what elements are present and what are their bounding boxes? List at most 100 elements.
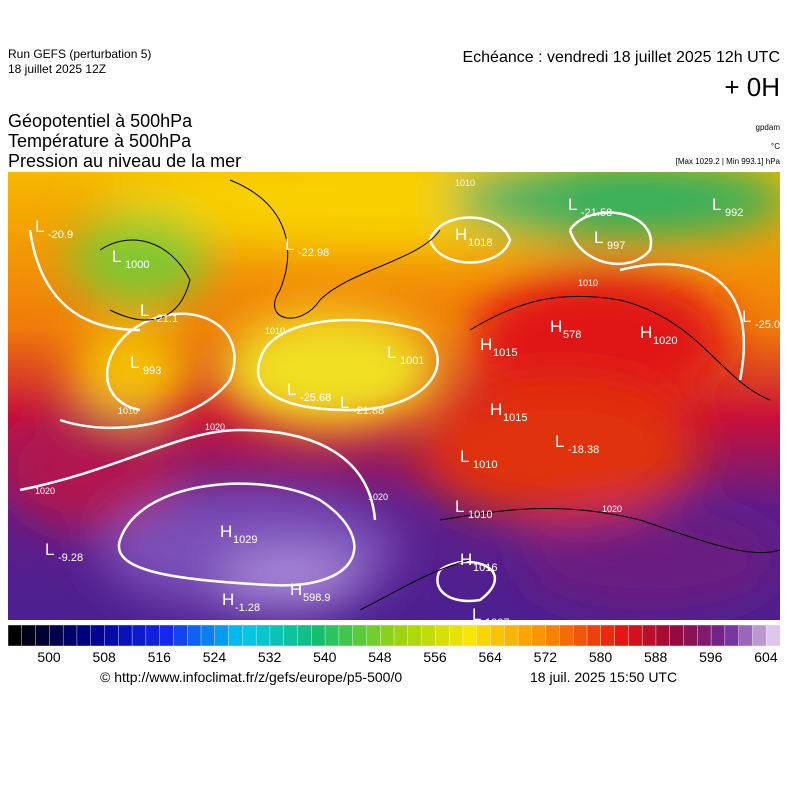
swatch: [7, 624, 23, 647]
swatch: [297, 624, 312, 647]
colorbar-label: 596: [699, 649, 723, 665]
center-value: 1015: [503, 412, 527, 424]
center-marker: L: [287, 380, 296, 399]
swatch: [752, 624, 767, 647]
center-value: 578: [563, 329, 581, 341]
center-marker: H: [490, 400, 502, 419]
center-value: -22.98: [298, 247, 329, 259]
swatch: [352, 624, 367, 647]
swatch: [393, 624, 409, 647]
swatch: [531, 624, 547, 647]
field: Géopotentiel à 500hPa: [8, 111, 193, 131]
swatch: [697, 624, 712, 647]
center-marker: L: [742, 307, 751, 326]
colorbar-label: 500: [37, 649, 61, 665]
swatch: [21, 624, 37, 647]
center-marker: L: [712, 195, 721, 214]
colorbar-label: 540: [313, 649, 337, 665]
swatch: [559, 624, 574, 647]
swatch: [242, 624, 257, 647]
swatch: [600, 624, 616, 647]
swatch: [573, 624, 588, 647]
swatch: [407, 624, 423, 647]
colorbar-label: 548: [368, 649, 392, 665]
generated: 18 juil. 2025 15:50 UTC: [530, 669, 677, 685]
center-marker: H: [220, 522, 232, 541]
center-marker: L: [285, 235, 294, 254]
center-value: -20.9: [48, 229, 73, 241]
swatch: [476, 624, 492, 647]
swatch: [338, 624, 354, 647]
center-value: -18.38: [568, 444, 599, 456]
center-marker: L: [472, 605, 481, 624]
swatch: [655, 624, 671, 647]
center-value: 1010: [473, 459, 497, 471]
echeance: Echéance : vendredi 18 juillet 2025 12h …: [462, 49, 780, 66]
swatch: [586, 624, 602, 647]
swatch: [435, 624, 450, 647]
swatch: [35, 624, 50, 647]
run: Run GEFS (perturbation 5): [8, 47, 151, 61]
colorbar-label: 508: [92, 649, 116, 665]
swatch: [324, 624, 340, 647]
center-value: 993: [143, 365, 161, 377]
colorbar-label: 516: [148, 649, 172, 665]
unit: [Max 1029.2 | Min 993.1] hPa: [676, 157, 781, 166]
swatch: [76, 624, 92, 647]
center-value: 1010: [468, 509, 492, 521]
swatch: [504, 624, 519, 647]
center-value: -9.28: [58, 552, 83, 564]
center-value: -25.08: [755, 319, 786, 331]
colorbar-label: 556: [423, 649, 447, 665]
isobar-label: 1020: [205, 422, 225, 432]
center-value: 1001: [400, 355, 424, 367]
isobar-label: 1010: [118, 406, 138, 416]
field: Température à 500hPa: [8, 131, 192, 151]
isobar-label: 1010: [265, 326, 285, 336]
swatch: [641, 624, 657, 647]
center-marker: L: [112, 247, 121, 266]
swatch: [421, 624, 436, 647]
center-marker: L: [460, 447, 469, 466]
swatch: [145, 624, 161, 647]
center-marker: H: [550, 317, 562, 336]
colorbar-label: 564: [479, 649, 503, 665]
center-value: 1000: [125, 259, 149, 271]
swatch: [131, 624, 147, 647]
center-value: -1.28: [235, 602, 260, 614]
center-value: 1016: [473, 562, 497, 574]
swatch: [62, 624, 78, 647]
center-marker: L: [130, 353, 139, 372]
swatch: [214, 624, 230, 647]
offset: + 0H: [724, 72, 780, 102]
swatch: [683, 624, 698, 647]
center-marker: H: [480, 335, 492, 354]
colorbar-label: 524: [203, 649, 227, 665]
swatch: [448, 624, 464, 647]
center-marker: L: [387, 343, 396, 362]
swatch: [490, 624, 505, 647]
isobar-label: 1010: [455, 178, 475, 188]
center-marker: L: [340, 393, 349, 412]
isobar-label: 1010: [578, 278, 598, 288]
center-value: 1029: [233, 534, 257, 546]
isobar-label: 1020: [368, 492, 388, 502]
colorbar-label: 604: [754, 649, 778, 665]
center-marker: H: [290, 580, 302, 599]
center-marker: L: [568, 195, 577, 214]
colorbar-label: 532: [258, 649, 282, 665]
center-value: 598.9: [303, 592, 331, 604]
swatch: [366, 624, 381, 647]
center-marker: L: [140, 301, 149, 320]
center-marker: L: [45, 540, 54, 559]
swatch: [228, 624, 243, 647]
swatch: [311, 624, 326, 647]
swatch: [173, 624, 188, 647]
center-value: 1020: [653, 335, 677, 347]
colorbar-label: 580: [589, 649, 613, 665]
swatch: [104, 624, 119, 647]
swatch: [283, 624, 299, 647]
isobar-label: 1020: [35, 486, 55, 496]
colorbar-label: 572: [534, 649, 558, 665]
center-value: 992: [725, 207, 743, 219]
